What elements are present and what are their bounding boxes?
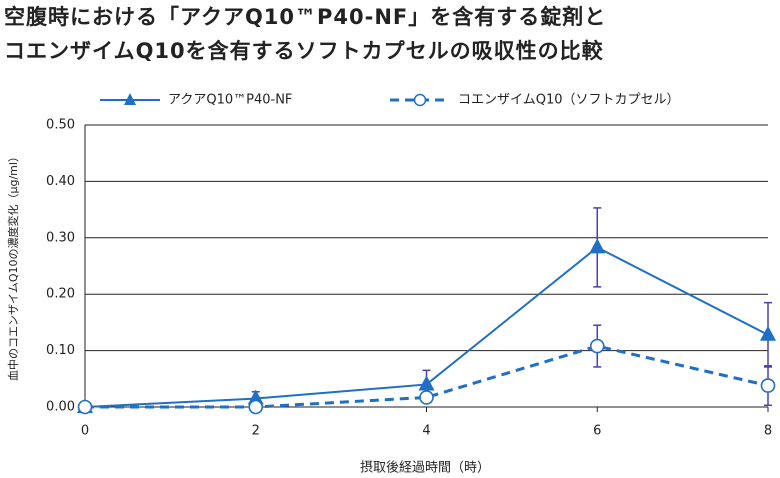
- chart-title: 空腹時における「アクアQ10™P40-NF」を含有する錠剤と: [4, 5, 606, 29]
- y-tick-label: 0.10: [46, 343, 75, 358]
- legend-marker: [413, 93, 427, 107]
- y-tick-label: 0.20: [46, 287, 75, 302]
- marker: [248, 399, 264, 415]
- marker: [418, 375, 435, 391]
- y-tick-label: 0.40: [46, 174, 75, 189]
- y-tick-label: 0.50: [46, 118, 75, 133]
- x-tick-label: 2: [252, 424, 260, 439]
- y-tick-label: 0.00: [46, 400, 75, 415]
- x-axis-label: 摂取後経過時間（時）: [360, 460, 490, 476]
- y-axis-label: 血中のコエンザイムQ10の濃度変化（μg/ml）: [6, 151, 20, 381]
- series-line: [85, 344, 769, 409]
- x-tick-label: 0: [81, 424, 89, 439]
- marker: [419, 390, 434, 405]
- legend-label: アクアQ10™P40-NF: [168, 93, 292, 108]
- y-tick-label: 0.30: [46, 230, 75, 245]
- legend-label: コエンザイムQ10（ソフトカプセル）: [458, 93, 680, 108]
- chart-title: コエンザイムQ10を含有するソフトカプセルの吸収性の比較: [4, 39, 604, 63]
- x-tick-label: 6: [593, 424, 601, 439]
- legend-marker: [124, 93, 136, 105]
- marker: [760, 325, 776, 341]
- marker: [77, 399, 93, 415]
- marker: [589, 238, 606, 254]
- marker: [760, 378, 776, 393]
- x-tick-label: 4: [422, 424, 430, 439]
- marker: [247, 389, 264, 405]
- x-tick-label: 8: [764, 424, 772, 439]
- marker: [589, 338, 605, 354]
